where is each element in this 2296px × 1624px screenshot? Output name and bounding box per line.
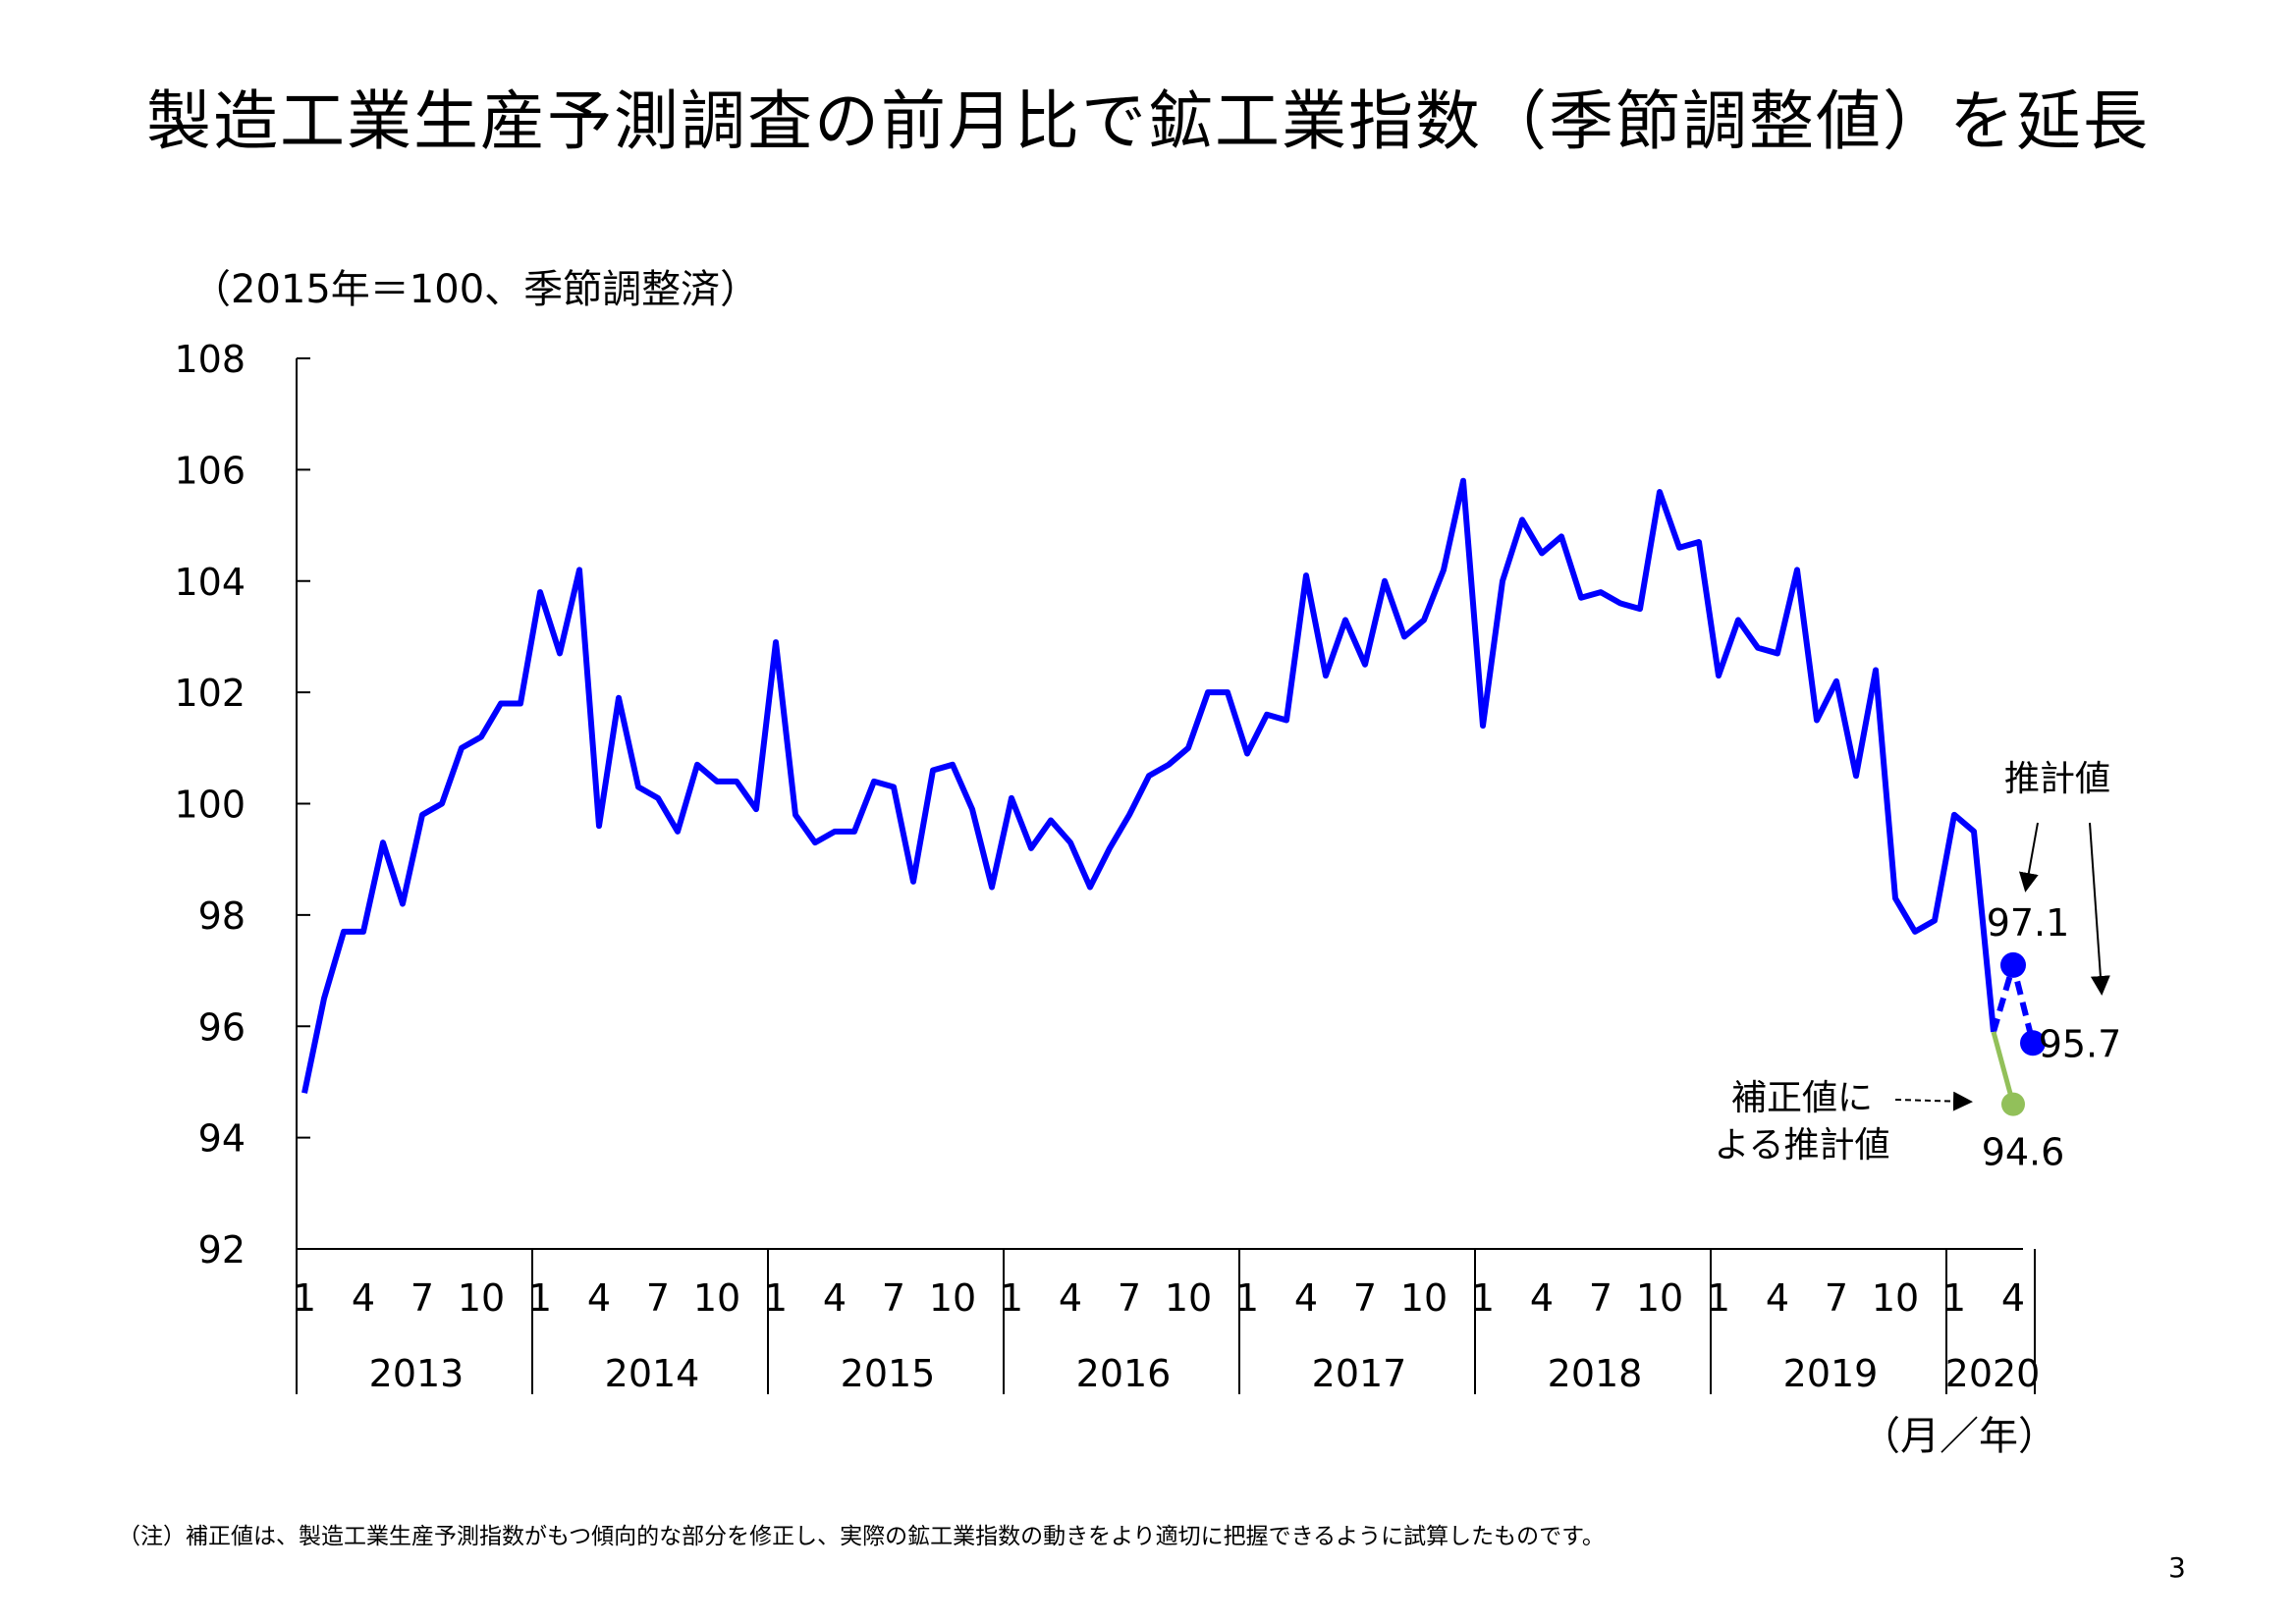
y-tick-label: 98	[198, 894, 246, 938]
x-month-tick-label: 10	[1400, 1276, 1448, 1320]
x-year-label: 2018	[1548, 1352, 1643, 1395]
x-month-tick-label: 1	[764, 1276, 788, 1320]
page-title: 製造工業生産予測調査の前月比で鉱工業指数（季節調整値）を延長	[146, 83, 2150, 159]
x-month-tick-label: 7	[410, 1276, 434, 1320]
x-month-tick-label: 4	[1530, 1276, 1554, 1320]
x-month-tick-label: 4	[1766, 1276, 1789, 1320]
x-month-tick-label: 10	[693, 1276, 740, 1320]
footnote: （注）補正値は、製造工業生産予測指数がもつ傾向的な部分を修正し、実際の鉱工業指数…	[118, 1524, 1605, 1549]
corrected-forecast-line	[1991, 1031, 2016, 1106]
x-month-tick-label: 1	[293, 1276, 316, 1320]
x-year-label: 2016	[1076, 1352, 1172, 1395]
x-month-tick-label: 7	[1589, 1276, 1613, 1320]
x-year-label: 2017	[1312, 1352, 1407, 1395]
x-month-tick-label: 10	[929, 1276, 976, 1320]
forecast-point	[2020, 1030, 2046, 1056]
y-tick-label: 96	[198, 1005, 246, 1049]
x-month-tick-label: 1	[1942, 1276, 1966, 1320]
y-tick-label: 106	[174, 449, 246, 492]
x-year-label: 2020	[1945, 1352, 2041, 1395]
page-number: 3	[2168, 1551, 2186, 1584]
y-tick-label: 102	[174, 672, 246, 715]
x-unit-label: （月／年）	[1861, 1414, 2057, 1459]
forecast-annotation: 推計値	[2004, 759, 2110, 799]
x-month-tick-label: 1	[1707, 1276, 1730, 1320]
x-year-label: 2015	[841, 1352, 936, 1395]
x-month-tick-label: 1	[528, 1276, 552, 1320]
x-month-tick-label: 4	[352, 1276, 375, 1320]
x-month-tick-label: 7	[882, 1276, 905, 1320]
y-tick-label: 92	[198, 1228, 246, 1272]
x-month-tick-label: 10	[1872, 1276, 1919, 1320]
y-tick-label: 104	[174, 561, 246, 604]
y-unit-label: （2015年＝100、季節調整済）	[191, 267, 760, 312]
x-month-tick-label: 7	[1118, 1276, 1141, 1320]
x-month-tick-label: 4	[823, 1276, 847, 1320]
corrected-annotation-line2: よる推計値	[1715, 1125, 1890, 1165]
x-year-label: 2014	[605, 1352, 700, 1395]
x-year-label: 2019	[1783, 1352, 1879, 1395]
x-month-tick-label: 10	[458, 1276, 505, 1320]
x-year-label: 2013	[369, 1352, 465, 1395]
x-month-tick-label: 1	[1471, 1276, 1495, 1320]
corrected-annotation-line1: 補正値に	[1731, 1078, 1873, 1118]
x-month-tick-label: 7	[1353, 1276, 1377, 1320]
arrow-to-forecast-2	[2089, 822, 2110, 996]
y-tick-label: 94	[198, 1117, 246, 1161]
x-month-tick-label: 10	[1636, 1276, 1683, 1320]
arrow-to-forecast	[2018, 822, 2039, 893]
y-tick-label: 100	[174, 784, 246, 827]
corrected-forecast-point	[2001, 1092, 2025, 1116]
data-label-94-6: 94.6	[1982, 1131, 2065, 1174]
x-month-tick-label: 4	[2001, 1276, 2025, 1320]
x-month-tick-label: 4	[587, 1276, 611, 1320]
x-month-tick-label: 7	[646, 1276, 670, 1320]
y-tick-label: 108	[174, 338, 246, 381]
data-label-97-1: 97.1	[1987, 901, 2070, 945]
x-month-tick-label: 10	[1165, 1276, 1212, 1320]
data-label-95-7: 95.7	[2039, 1022, 2122, 1065]
arrow-to-corrected	[1894, 1091, 1973, 1111]
x-month-tick-label: 7	[1825, 1276, 1848, 1320]
actual-index-line	[301, 477, 1996, 1094]
x-month-tick-label: 4	[1294, 1276, 1318, 1320]
x-month-tick-label: 4	[1059, 1276, 1082, 1320]
x-month-tick-label: 1	[1000, 1276, 1023, 1320]
x-month-tick-label: 1	[1235, 1276, 1259, 1320]
forecast-point	[2000, 951, 2026, 978]
